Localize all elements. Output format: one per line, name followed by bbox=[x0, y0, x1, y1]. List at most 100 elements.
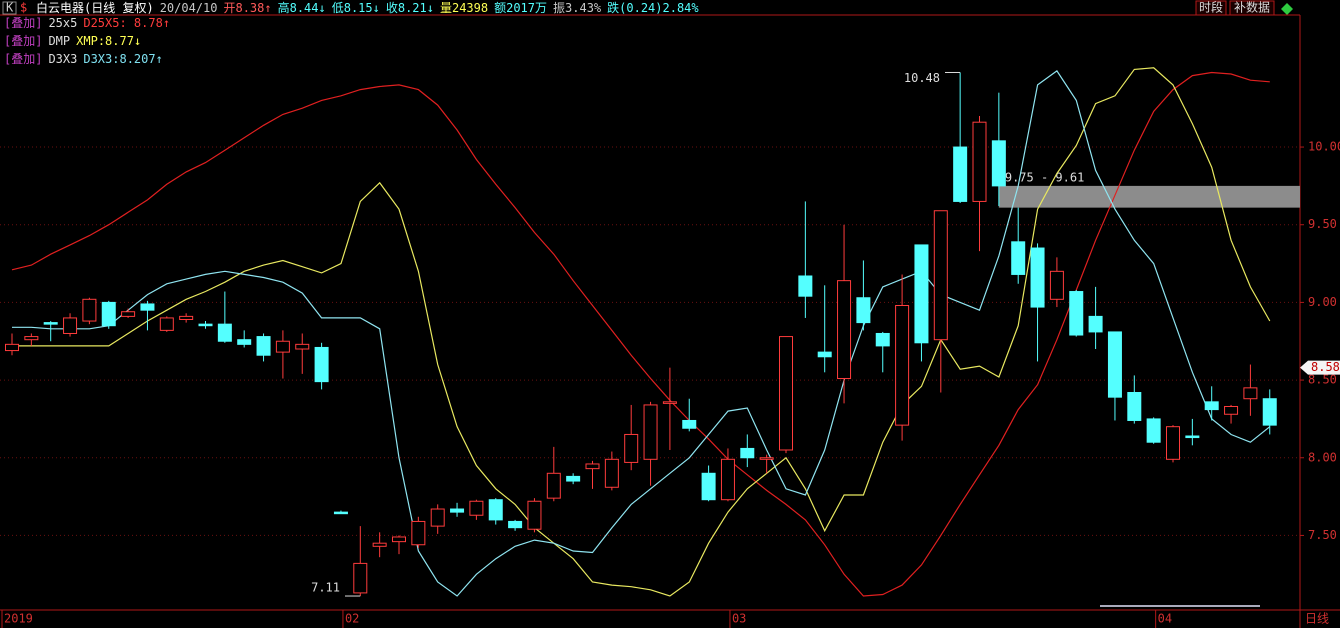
y-tick-label: 10.00 bbox=[1308, 140, 1340, 154]
candle-body bbox=[1011, 241, 1026, 275]
candle-body bbox=[643, 404, 658, 460]
status-diamond[interactable] bbox=[1281, 3, 1293, 15]
candle-body bbox=[256, 336, 271, 356]
candle-body bbox=[1107, 331, 1122, 398]
legend-item: XMP:8.77↓ bbox=[76, 34, 141, 48]
candle-body bbox=[895, 305, 910, 426]
candle-body bbox=[953, 146, 968, 202]
candle-body bbox=[604, 458, 619, 488]
legend-row: [叠加] D3X3 D3X3:8.207↑ bbox=[4, 52, 163, 66]
k-icon[interactable] bbox=[2, 1, 17, 15]
high-label: 10.48 bbox=[904, 71, 940, 85]
x-tick-label: 04 bbox=[1158, 612, 1172, 626]
candle-body bbox=[392, 536, 406, 543]
candle-body bbox=[798, 275, 813, 297]
period-label: 日线 bbox=[1305, 612, 1329, 626]
candle-body bbox=[740, 447, 755, 459]
candle-body bbox=[140, 303, 155, 311]
legend-item: D3X3 bbox=[48, 52, 77, 66]
candle-body bbox=[1262, 398, 1277, 426]
candle-body bbox=[585, 463, 600, 470]
candle-body bbox=[1049, 270, 1064, 300]
button[interactable] bbox=[1195, 0, 1227, 16]
candle-body bbox=[1030, 247, 1045, 308]
x-tick-label: 03 bbox=[732, 612, 746, 626]
candle-body bbox=[566, 475, 581, 482]
candle-body bbox=[82, 298, 97, 322]
candle-body bbox=[508, 520, 523, 529]
header-item: 量24398 bbox=[440, 1, 488, 15]
candle-body bbox=[933, 210, 948, 341]
candle-body bbox=[1146, 418, 1161, 443]
candle-body bbox=[372, 542, 387, 547]
candle-body bbox=[314, 346, 329, 383]
legend-item: DMP bbox=[48, 34, 70, 48]
candle-body bbox=[1185, 435, 1200, 439]
candle-body bbox=[24, 336, 39, 341]
candle-body bbox=[237, 339, 252, 345]
candle-body bbox=[469, 500, 484, 516]
header-item: 振3.43% bbox=[553, 1, 602, 15]
candle-body bbox=[720, 458, 735, 501]
x-tick-label: 2019 bbox=[4, 612, 33, 626]
header-item: 收8.21↓ bbox=[386, 1, 434, 15]
candle-body bbox=[991, 140, 1006, 187]
header-item: 低8.15↓ bbox=[332, 1, 380, 15]
legend-item: [叠加] bbox=[4, 52, 42, 66]
header: 白云电器(日线 复权) 20/04/10 开8.38↑ 高8.44↓ 低8.15↓ 收8.… bbox=[36, 0, 699, 15]
candle-body bbox=[624, 433, 639, 463]
legend-row: [叠加] DMP XMP:8.77↓ bbox=[4, 34, 141, 48]
candle-body bbox=[546, 472, 561, 499]
header-item: 额2017万 bbox=[494, 1, 547, 15]
candle-body bbox=[121, 311, 136, 317]
price-tag bbox=[1300, 360, 1340, 375]
y-tick-label: 8.50 bbox=[1308, 373, 1337, 387]
x-tick-label: 02 bbox=[345, 612, 359, 626]
candle-body bbox=[1127, 392, 1142, 421]
candle-body bbox=[856, 297, 871, 324]
candle-body bbox=[701, 472, 716, 501]
y-tick-label: 7.50 bbox=[1308, 528, 1337, 542]
candle-body bbox=[217, 323, 232, 342]
header-item: 跌(0.24)2.84% bbox=[607, 0, 699, 15]
band-label: 9.75 - 9.61 bbox=[1005, 170, 1084, 184]
header-item: 20/04/10 bbox=[160, 1, 218, 15]
candle-body bbox=[1204, 401, 1219, 411]
candle-body bbox=[411, 520, 426, 546]
candle-body bbox=[1166, 426, 1180, 460]
price-tag-label: 8.58 bbox=[1311, 360, 1340, 374]
candle-body bbox=[527, 500, 542, 530]
y-tick-label: 9.50 bbox=[1308, 217, 1337, 231]
candle-body bbox=[1243, 387, 1258, 400]
header-item: 开8.38↑ bbox=[223, 1, 271, 15]
button-label: 时段 bbox=[1199, 0, 1223, 15]
candle-body bbox=[275, 340, 290, 353]
candle-body bbox=[662, 401, 677, 404]
candle-body bbox=[972, 121, 987, 202]
candle-body bbox=[43, 322, 58, 325]
button-label: 补数据 bbox=[1234, 0, 1270, 15]
candle-body bbox=[198, 323, 213, 327]
candle-body bbox=[759, 457, 774, 460]
legend-item: 25x5 bbox=[48, 16, 77, 30]
y-tick-label: 9.00 bbox=[1308, 295, 1337, 309]
candle-body bbox=[353, 562, 368, 594]
y-tick-label: 8.00 bbox=[1308, 450, 1337, 464]
header-item: 高8.44↓ bbox=[278, 0, 326, 15]
candle-body bbox=[63, 317, 78, 334]
candle-body bbox=[179, 315, 194, 320]
candle-body bbox=[430, 508, 445, 527]
legend-item: [叠加] bbox=[4, 16, 42, 30]
candle-body bbox=[1069, 291, 1084, 336]
candle-body bbox=[779, 336, 793, 451]
candle-body bbox=[333, 511, 348, 515]
candle-body bbox=[488, 499, 503, 521]
candle-body bbox=[101, 301, 116, 327]
candle-body bbox=[450, 508, 465, 513]
legend-item: D3X3:8.207↑ bbox=[83, 52, 162, 66]
button[interactable] bbox=[1229, 0, 1275, 16]
candle-body bbox=[837, 280, 852, 380]
price-band bbox=[998, 185, 1300, 208]
dollar-icon: $ bbox=[20, 1, 27, 15]
